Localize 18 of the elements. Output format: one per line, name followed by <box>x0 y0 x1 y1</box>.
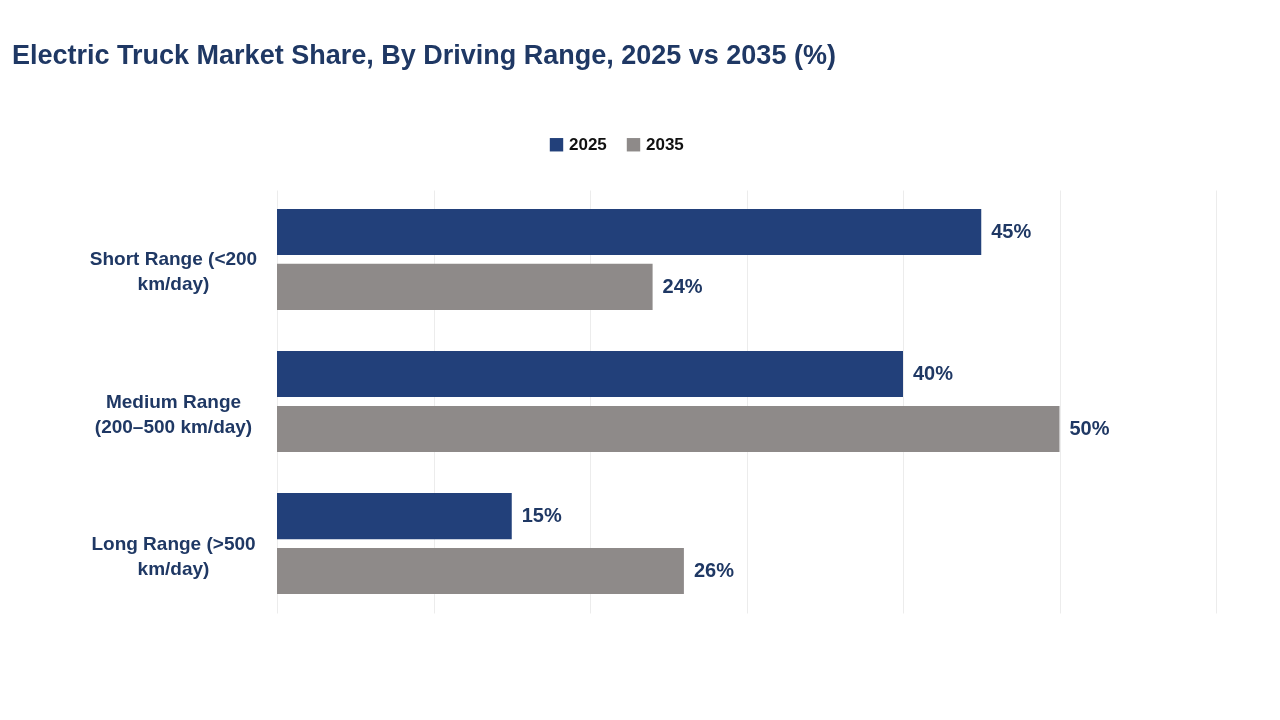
legend-label: 2035 <box>646 134 684 154</box>
chart-title: Electric Truck Market Share, By Driving Range, 2025 vs 2035 (%) <box>12 40 836 70</box>
data-label: 40% <box>913 362 954 385</box>
bar <box>277 263 653 310</box>
bar <box>277 209 982 256</box>
bar <box>277 493 512 540</box>
bar <box>277 547 684 594</box>
legend-label: 2025 <box>569 134 607 154</box>
data-label: 24% <box>662 274 703 297</box>
y-tick-label: Long Range (>500 km/day) <box>91 532 256 579</box>
y-tick-label: Medium Range (200–500 km/day) <box>94 390 253 437</box>
bar <box>277 351 903 398</box>
bar <box>277 405 1060 452</box>
data-label: 45% <box>991 220 1032 243</box>
data-label: 15% <box>521 504 562 527</box>
data-label: 26% <box>693 558 735 581</box>
y-tick-label: Short Range (<200 km/day) <box>89 248 258 295</box>
data-label: 50% <box>1069 416 1110 439</box>
